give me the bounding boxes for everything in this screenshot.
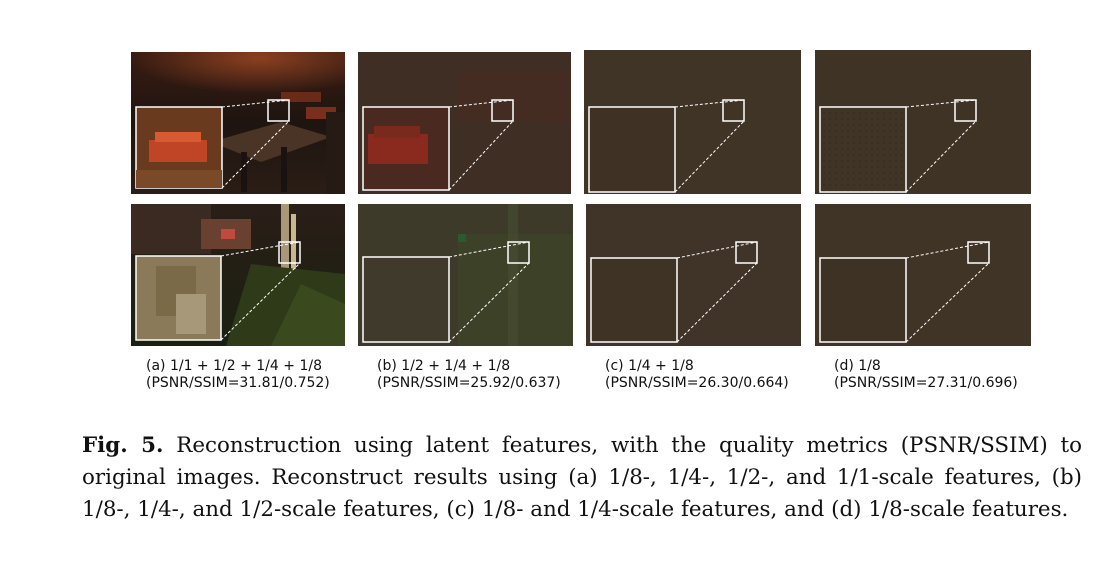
panel-d-row2	[815, 204, 1031, 346]
panel-a-row2-garden	[131, 204, 345, 346]
subcaption-b-metrics: (PSNR/SSIM=25.92/0.637)	[377, 375, 561, 391]
subcaption-b: (b) 1/2 + 1/4 + 1/8 (PSNR/SSIM=25.92/0.6…	[377, 358, 561, 392]
subcaption-a: (a) 1/1 + 1/2 + 1/4 + 1/8 (PSNR/SSIM=31.…	[146, 358, 330, 392]
subcaption-c: (c) 1/4 + 1/8 (PSNR/SSIM=26.30/0.664)	[605, 358, 789, 392]
figure-caption: Fig. 5. Reconstruction using latent feat…	[82, 430, 1082, 526]
figure-caption-text: Reconstruction using latent features, wi…	[82, 433, 1082, 522]
panel-c-row1	[584, 50, 801, 194]
subcaption-a-metrics: (PSNR/SSIM=31.81/0.752)	[146, 375, 330, 391]
subcaption-d-label: (d) 1/8	[834, 358, 881, 374]
subcaption-d: (d) 1/8 (PSNR/SSIM=27.31/0.696)	[834, 358, 1018, 392]
subcaption-a-label: (a) 1/1 + 1/2 + 1/4 + 1/8	[146, 358, 322, 374]
panel-a-row1-restaurant	[131, 52, 345, 194]
panel-b-row2	[358, 204, 573, 346]
subcaption-b-label: (b) 1/2 + 1/4 + 1/8	[377, 358, 511, 374]
panel-c-row2	[586, 204, 801, 346]
panel-b-row1	[358, 52, 571, 194]
subcaption-c-label: (c) 1/4 + 1/8	[605, 358, 694, 374]
panel-d-row1	[815, 50, 1031, 194]
subcaption-d-metrics: (PSNR/SSIM=27.31/0.696)	[834, 375, 1018, 391]
figure-caption-label: Fig. 5.	[82, 433, 164, 458]
subcaption-c-metrics: (PSNR/SSIM=26.30/0.664)	[605, 375, 789, 391]
